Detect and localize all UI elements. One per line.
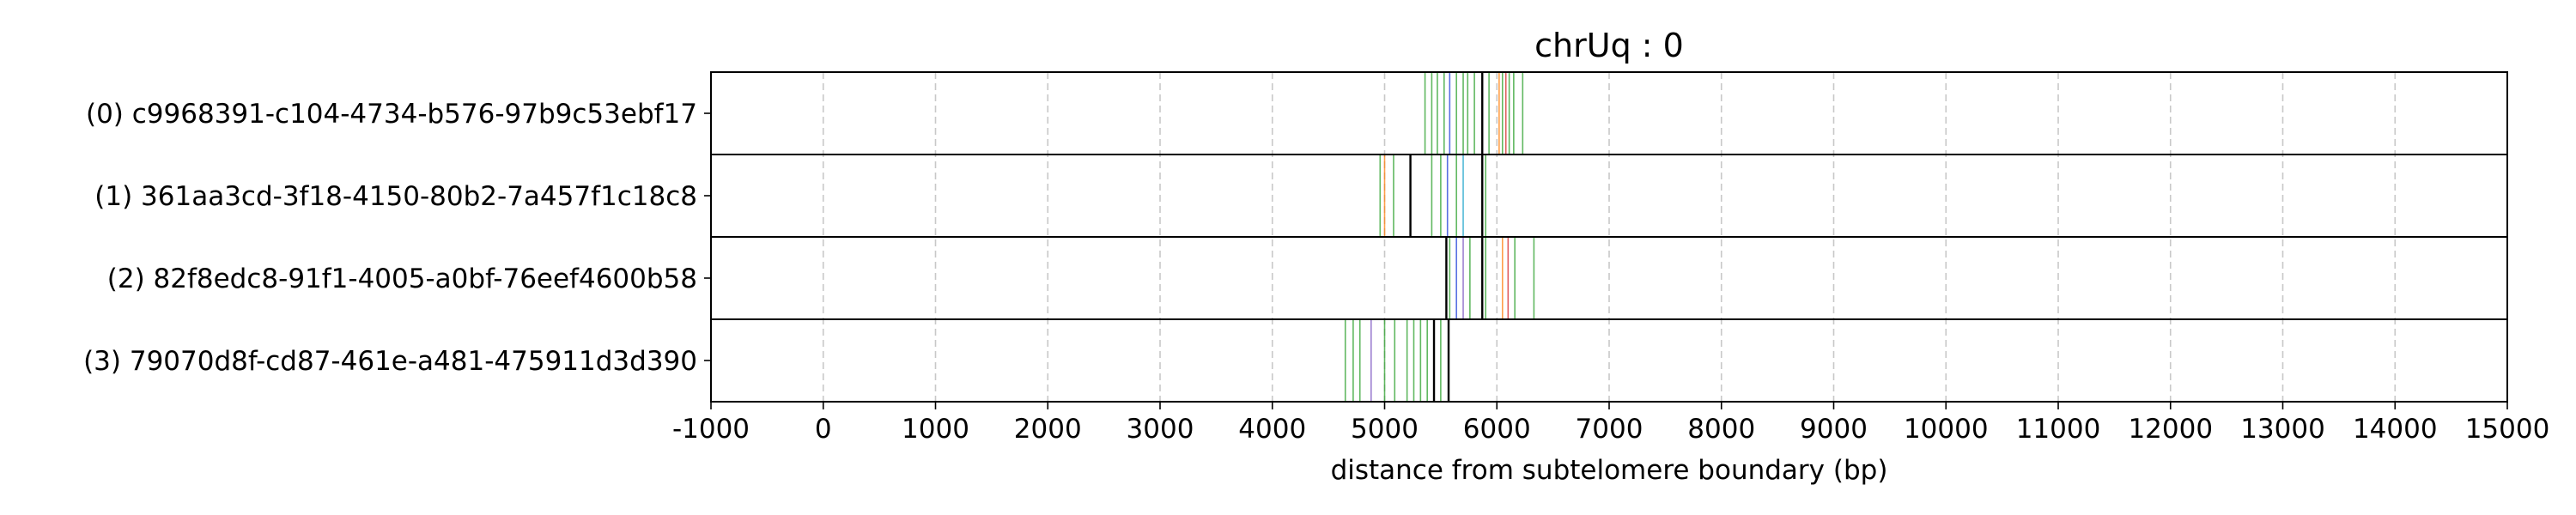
row-labels: (0) c9968391-c104-4734-b576-97b9c53ebf17… [83, 99, 711, 377]
x-tick-label: 5000 [1351, 414, 1419, 445]
x-tick-label: 1000 [902, 414, 969, 445]
data-marks [1344, 72, 1535, 402]
x-tick-label: 11000 [2016, 414, 2101, 445]
x-axis: -1000 0 1000 2000 3000 4000 5000 6000 7000 8000 90… [672, 402, 2549, 445]
x-tick-label: 8000 [1687, 414, 1755, 445]
x-tick-label: 14000 [2353, 414, 2438, 445]
row-label: (3) 79070d8f-cd87-461e-a481-475911d3d390 [83, 346, 697, 377]
x-tick-label: 15000 [2465, 414, 2550, 445]
chart-title: chrUq : 0 [1534, 27, 1684, 64]
x-tick-label: 10000 [1904, 414, 1989, 445]
x-tick-label: 7000 [1576, 414, 1643, 445]
row-label: (0) c9968391-c104-4734-b576-97b9c53ebf17 [86, 99, 697, 130]
row-label: (1) 361aa3cd-3f18-4150-80b2-7a457f1c18c8 [94, 181, 697, 212]
row-label: (2) 82f8edc8-91f1-4005-a0bf-76eef4600b58 [107, 264, 697, 294]
x-tick-label: 6000 [1463, 414, 1531, 445]
x-axis-label: distance from subtelomere boundary (bp) [1331, 455, 1888, 486]
x-tick-label: -1000 [672, 414, 750, 445]
x-tick-label: 13000 [2240, 414, 2325, 445]
x-tick-label: 3000 [1127, 414, 1194, 445]
x-tick-label: 9000 [1800, 414, 1868, 445]
x-tick-label: 0 [815, 414, 832, 445]
x-tick-label: 2000 [1014, 414, 1082, 445]
x-tick-label: 12000 [2128, 414, 2213, 445]
x-tick-label: 4000 [1238, 414, 1306, 445]
